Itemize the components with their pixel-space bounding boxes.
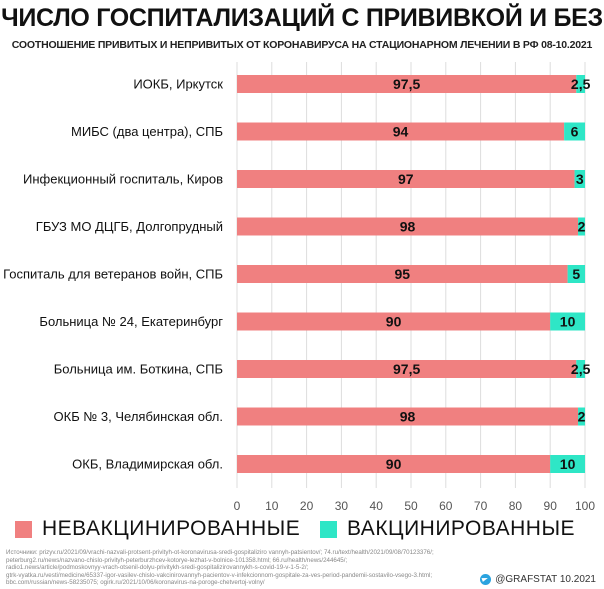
bar-unvaccinated bbox=[237, 407, 579, 426]
category-label: Госпиталь для ветеранов войн, СПБ bbox=[3, 267, 223, 282]
bar-unvaccinated bbox=[237, 217, 579, 236]
legend-item-vaccinated: ВАКЦИНИРОВАННЫЕ bbox=[320, 517, 575, 541]
x-tick-label: 0 bbox=[234, 499, 241, 513]
value-label-vaccinated: 2 bbox=[578, 219, 586, 235]
source-line: bbc.com/russian/news-58235075; ogirk.ru/… bbox=[6, 579, 265, 587]
legend-swatch-vaccinated bbox=[320, 520, 337, 538]
x-tick-label: 50 bbox=[404, 499, 418, 513]
brand-text: @GRAFSTAT 10.2021 bbox=[495, 574, 596, 585]
value-label-vaccinated: 10 bbox=[560, 314, 576, 330]
value-label-unvaccinated: 97 bbox=[398, 171, 414, 187]
category-label: Инфекционный госпиталь, Киров bbox=[23, 172, 223, 187]
bar-unvaccinated bbox=[237, 265, 568, 283]
legend-label-unvaccinated: НЕВАКЦИНИРОВАННЫЕ bbox=[42, 517, 301, 540]
value-label-unvaccinated: 98 bbox=[400, 219, 416, 235]
bar-vaccinated bbox=[550, 312, 585, 331]
value-label-vaccinated: 2,5 bbox=[571, 76, 591, 92]
category-label: ОКБ, Владимирская обл. bbox=[72, 457, 223, 472]
value-label-unvaccinated: 97,5 bbox=[393, 361, 420, 377]
bar-unvaccinated bbox=[237, 75, 577, 93]
legend-item-unvaccinated: НЕВАКЦИНИРОВАННЫЕ bbox=[15, 517, 300, 541]
category-label: Больница им. Боткина, СПБ bbox=[54, 362, 223, 377]
value-label-vaccinated: 10 bbox=[560, 456, 576, 472]
source-line: radio1.news/article/podmoskovnyy-vrach-o… bbox=[6, 564, 309, 572]
category-label: МИБС (два центра), СПБ bbox=[71, 124, 223, 139]
x-tick-label: 40 bbox=[370, 499, 384, 513]
legend-label-vaccinated: ВАКЦИНИРОВАННЫЕ bbox=[347, 517, 576, 540]
value-label-vaccinated: 5 bbox=[572, 266, 580, 282]
bar-vaccinated bbox=[567, 265, 585, 283]
source-line: gtrk-vyatka.ru/vesti/medicine/65337-igor… bbox=[6, 571, 433, 579]
bar-vaccinated bbox=[578, 217, 585, 236]
bar-vaccinated bbox=[550, 455, 585, 473]
bar-unvaccinated bbox=[237, 360, 577, 378]
category-label: Больница № 24, Екатеринбург bbox=[39, 314, 223, 329]
value-label-unvaccinated: 90 bbox=[386, 456, 402, 472]
bar-unvaccinated bbox=[237, 170, 575, 188]
source-line: peterburg2.ru/news/nazvano-chislo-privit… bbox=[6, 556, 348, 564]
value-label-unvaccinated: 95 bbox=[395, 266, 411, 282]
brand-credit: @GRAFSTAT 10.2021 bbox=[480, 574, 596, 585]
chart-subtitle: СООТНОШЕНИЕ ПРИВИТЫХ И НЕПРИВИТЫХ ОТ КОР… bbox=[11, 39, 593, 51]
x-tick-label: 70 bbox=[474, 499, 488, 513]
bar-vaccinated bbox=[578, 407, 585, 426]
value-label-vaccinated: 2,5 bbox=[571, 361, 591, 377]
value-label-vaccinated: 6 bbox=[571, 124, 579, 140]
bar-unvaccinated bbox=[237, 312, 551, 331]
telegram-icon bbox=[480, 574, 492, 585]
source-line: Источники: prizyv.ru/2021/09/vrachi-nazv… bbox=[6, 549, 434, 556]
value-label-vaccinated: 2 bbox=[578, 409, 586, 425]
legend: НЕВАКЦИНИРОВАННЫЕ ВАКЦИНИРОВАННЫЕ bbox=[0, 517, 604, 547]
x-tick-label: 90 bbox=[544, 499, 558, 513]
sources-list: Источники: prizyv.ru/2021/09/vrachi-nazv… bbox=[6, 549, 506, 587]
bar-vaccinated bbox=[574, 170, 585, 188]
legend-swatch-unvaccinated bbox=[15, 520, 32, 538]
value-label-unvaccinated: 98 bbox=[400, 409, 416, 425]
chart-title: ЧИСЛО ГОСПИТАЛИЗАЦИЙ С ПРИВИВКОЙ И БЕЗ bbox=[1, 4, 603, 32]
x-tick-label: 80 bbox=[509, 499, 523, 513]
category-label: ИОКБ, Иркутск bbox=[133, 77, 223, 92]
x-tick-label: 100 bbox=[575, 499, 595, 513]
x-tick-label: 60 bbox=[439, 499, 453, 513]
bar-unvaccinated bbox=[237, 122, 565, 141]
x-tick-label: 20 bbox=[300, 499, 314, 513]
bar-unvaccinated bbox=[237, 455, 551, 473]
value-label-unvaccinated: 97,5 bbox=[393, 76, 420, 92]
x-tick-label: 30 bbox=[335, 499, 349, 513]
category-label: ОКБ № 3, Челябинская обл. bbox=[54, 409, 223, 424]
bar-vaccinated bbox=[576, 75, 585, 93]
category-label: ГБУЗ МО ДЦГБ, Долгопрудный bbox=[36, 219, 223, 234]
value-label-unvaccinated: 94 bbox=[393, 124, 409, 140]
value-label-vaccinated: 3 bbox=[576, 171, 584, 187]
bar-vaccinated bbox=[564, 122, 585, 141]
x-tick-label: 10 bbox=[265, 499, 279, 513]
value-label-unvaccinated: 90 bbox=[386, 314, 402, 330]
bar-vaccinated bbox=[576, 360, 585, 378]
